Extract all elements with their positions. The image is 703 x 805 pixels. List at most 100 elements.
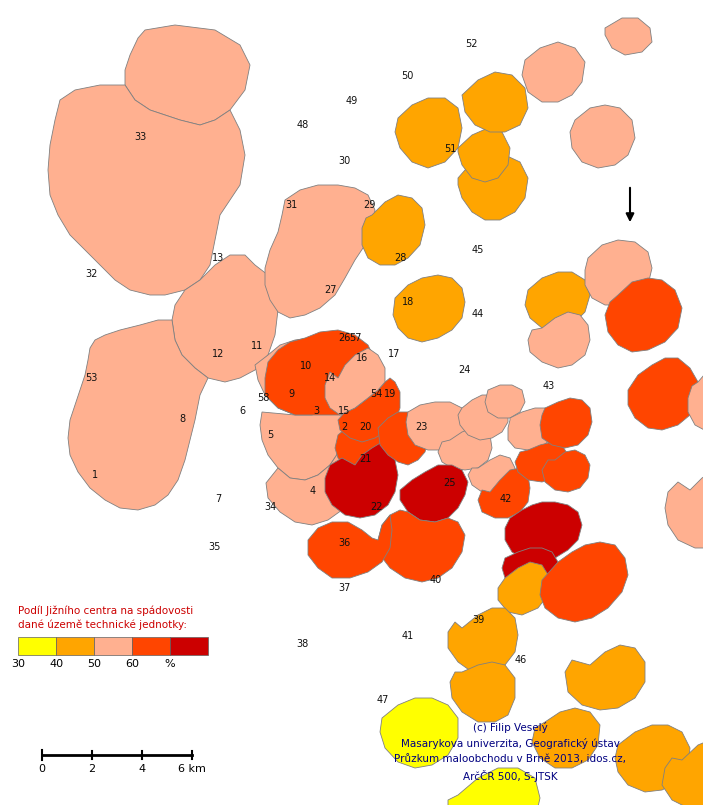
Text: 43: 43 bbox=[542, 382, 555, 391]
Polygon shape bbox=[393, 275, 465, 342]
Text: 50: 50 bbox=[401, 72, 414, 81]
Text: 51: 51 bbox=[444, 144, 456, 154]
Text: 50: 50 bbox=[87, 659, 101, 669]
Polygon shape bbox=[528, 312, 590, 368]
Text: 23: 23 bbox=[415, 422, 428, 431]
Text: 5: 5 bbox=[268, 430, 273, 440]
Text: 40: 40 bbox=[49, 659, 63, 669]
Text: 27: 27 bbox=[324, 285, 337, 295]
Polygon shape bbox=[458, 395, 508, 440]
Text: 42: 42 bbox=[500, 494, 512, 504]
Text: 0: 0 bbox=[39, 764, 46, 774]
Polygon shape bbox=[255, 338, 345, 415]
Text: 21: 21 bbox=[359, 454, 372, 464]
Polygon shape bbox=[265, 330, 375, 415]
Polygon shape bbox=[508, 408, 555, 450]
Polygon shape bbox=[308, 515, 392, 578]
Text: 41: 41 bbox=[401, 631, 414, 641]
Text: 2: 2 bbox=[342, 422, 347, 431]
Polygon shape bbox=[478, 468, 530, 518]
Polygon shape bbox=[458, 128, 510, 182]
Text: 33: 33 bbox=[134, 132, 147, 142]
Polygon shape bbox=[485, 385, 525, 418]
Polygon shape bbox=[325, 442, 398, 518]
Polygon shape bbox=[335, 415, 390, 472]
Polygon shape bbox=[532, 708, 600, 768]
Polygon shape bbox=[585, 240, 652, 305]
Text: 8: 8 bbox=[180, 414, 186, 423]
Polygon shape bbox=[125, 25, 250, 125]
Text: 3: 3 bbox=[314, 406, 319, 415]
Text: 28: 28 bbox=[394, 253, 407, 262]
Polygon shape bbox=[406, 402, 468, 450]
Text: 54: 54 bbox=[370, 390, 382, 399]
Text: 31: 31 bbox=[285, 200, 298, 210]
Text: 16: 16 bbox=[356, 353, 368, 363]
Text: (c) Filip Veselý
Masarykova univerzita, Geografický ústav
Průzkum maloobchodu v : (c) Filip Veselý Masarykova univerzita, … bbox=[394, 722, 626, 782]
Text: 32: 32 bbox=[85, 269, 98, 279]
Text: 15: 15 bbox=[338, 406, 351, 415]
Polygon shape bbox=[448, 768, 540, 805]
Polygon shape bbox=[605, 278, 682, 352]
Text: 44: 44 bbox=[472, 309, 484, 319]
Polygon shape bbox=[438, 428, 492, 470]
Text: 12: 12 bbox=[212, 349, 224, 359]
Text: Podíl Jižního centra na spádovosti: Podíl Jižního centra na spádovosti bbox=[18, 605, 193, 616]
Polygon shape bbox=[522, 42, 585, 102]
Text: 20: 20 bbox=[359, 422, 372, 431]
Text: %: % bbox=[165, 659, 175, 669]
Text: 1: 1 bbox=[92, 470, 98, 480]
Text: 4: 4 bbox=[138, 764, 146, 774]
Text: 9: 9 bbox=[289, 390, 295, 399]
Text: 36: 36 bbox=[338, 539, 351, 548]
Bar bbox=[18, 637, 56, 655]
Text: 46: 46 bbox=[514, 655, 527, 665]
Polygon shape bbox=[378, 412, 428, 465]
Text: 2: 2 bbox=[89, 764, 96, 774]
Polygon shape bbox=[338, 378, 400, 442]
Polygon shape bbox=[48, 85, 245, 295]
Text: 57: 57 bbox=[349, 333, 361, 343]
Text: 29: 29 bbox=[363, 200, 375, 210]
Text: 30: 30 bbox=[338, 156, 351, 166]
Polygon shape bbox=[468, 455, 515, 495]
Polygon shape bbox=[362, 195, 425, 265]
Bar bbox=[94, 637, 132, 655]
Text: 18: 18 bbox=[401, 297, 414, 307]
Bar bbox=[56, 637, 94, 655]
Text: 53: 53 bbox=[85, 374, 98, 383]
Polygon shape bbox=[565, 645, 645, 710]
Text: 25: 25 bbox=[444, 478, 456, 488]
Text: 52: 52 bbox=[465, 39, 477, 49]
Text: 22: 22 bbox=[370, 502, 382, 512]
Text: 49: 49 bbox=[345, 96, 358, 105]
Polygon shape bbox=[605, 18, 652, 55]
Polygon shape bbox=[266, 450, 352, 525]
Polygon shape bbox=[688, 358, 703, 432]
Polygon shape bbox=[448, 608, 518, 672]
Text: 48: 48 bbox=[296, 120, 309, 130]
Polygon shape bbox=[540, 398, 592, 448]
Polygon shape bbox=[380, 698, 458, 768]
Text: 11: 11 bbox=[250, 341, 263, 351]
Text: 39: 39 bbox=[472, 615, 484, 625]
Polygon shape bbox=[458, 155, 528, 220]
Text: 6: 6 bbox=[240, 406, 245, 415]
Polygon shape bbox=[542, 450, 590, 492]
Polygon shape bbox=[260, 398, 345, 480]
Text: 10: 10 bbox=[299, 361, 312, 371]
Polygon shape bbox=[665, 468, 703, 548]
Text: 14: 14 bbox=[324, 374, 337, 383]
Bar bbox=[132, 637, 170, 655]
Text: 24: 24 bbox=[458, 365, 470, 375]
Text: 6 km: 6 km bbox=[178, 764, 206, 774]
Polygon shape bbox=[498, 562, 550, 615]
Text: 26: 26 bbox=[338, 333, 351, 343]
Polygon shape bbox=[525, 272, 590, 330]
Bar bbox=[170, 637, 208, 655]
Polygon shape bbox=[628, 358, 698, 430]
Text: 4: 4 bbox=[310, 486, 316, 496]
Polygon shape bbox=[515, 442, 568, 482]
Text: 40: 40 bbox=[430, 575, 442, 584]
Polygon shape bbox=[570, 105, 635, 168]
